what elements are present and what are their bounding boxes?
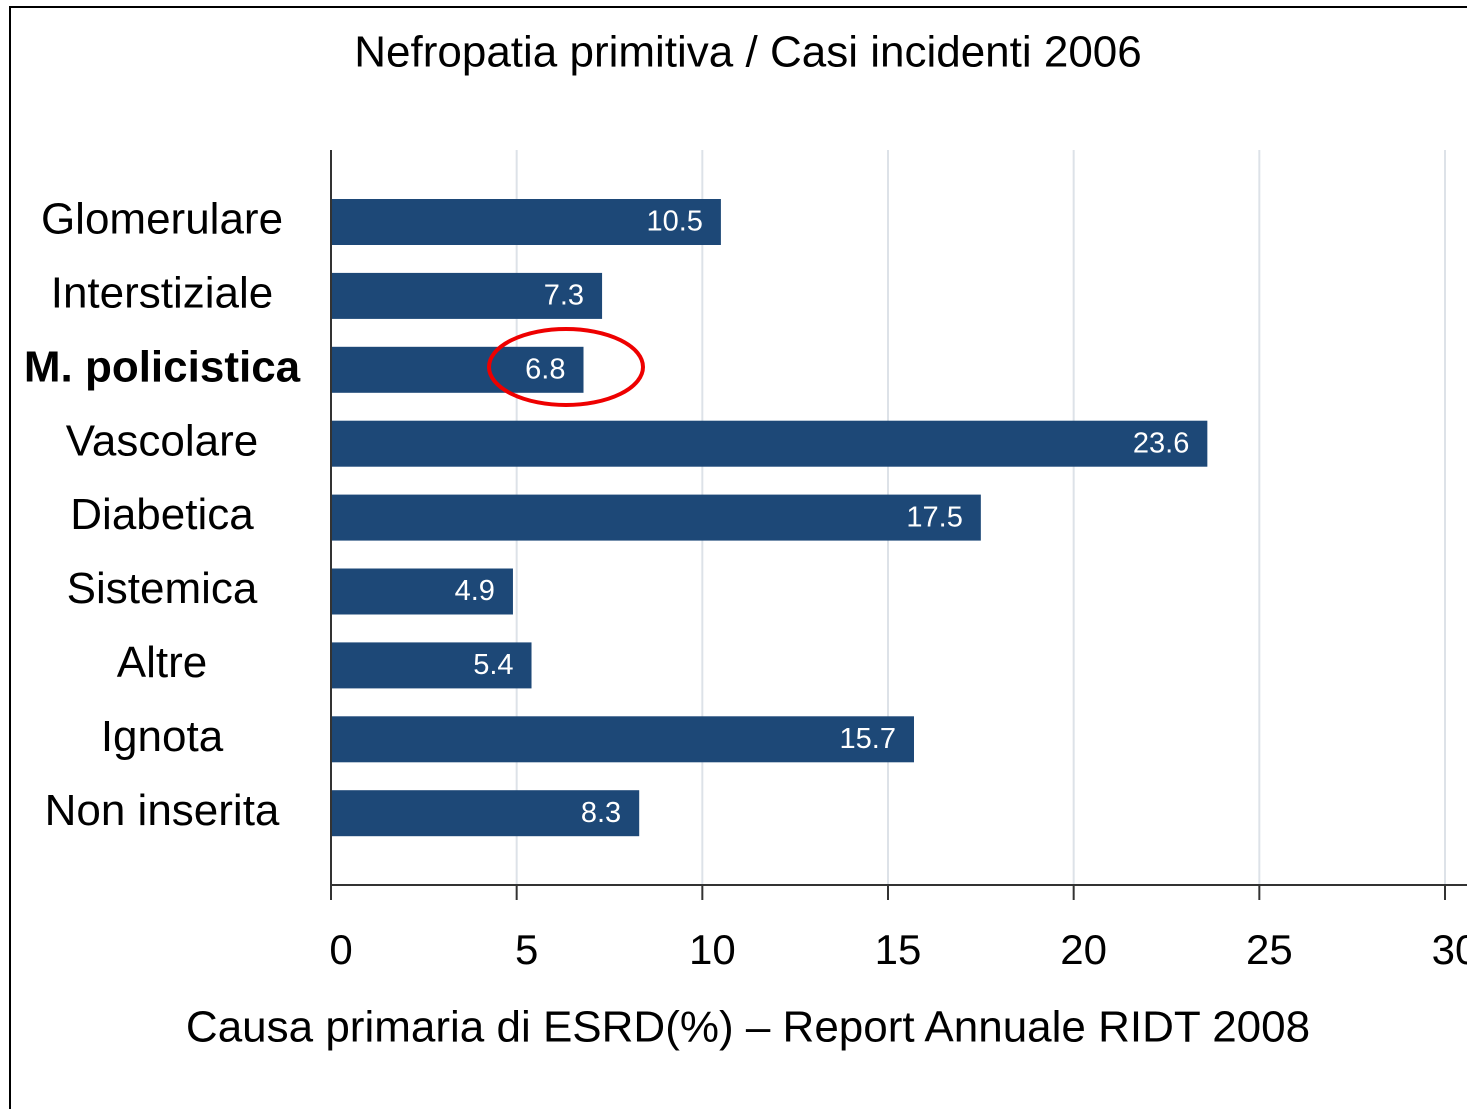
bar: [331, 790, 640, 837]
y-tick-label: Ignota: [101, 712, 224, 761]
x-tick-label: 30: [1432, 926, 1467, 973]
bar: [331, 272, 603, 319]
bars: 10.5 7.3 6.8 23.6 17.5 4.9 5.4 15.7 8.3: [331, 199, 1208, 837]
chart-title: Nefropatia primitiva / Casi incidenti 20…: [354, 28, 1142, 77]
value-label: 6.8: [525, 353, 565, 385]
y-tick-label: Interstiziale: [51, 269, 274, 318]
y-tick-label: Glomerulare: [41, 195, 283, 244]
value-label: 10.5: [646, 206, 702, 238]
bar: [331, 494, 981, 541]
x-tick-label: 5: [515, 926, 538, 973]
bar: [331, 716, 914, 763]
x-tick-label: 10: [689, 926, 736, 973]
x-tick-label: 15: [875, 926, 922, 973]
y-tick-label: Sistemica: [67, 564, 258, 613]
frame: [9, 6, 1467, 1109]
bar: [331, 346, 584, 393]
highlight-circle: [487, 327, 645, 407]
value-label: 17.5: [906, 501, 962, 533]
bar: [331, 420, 1208, 467]
y-tick-label: M. policistica: [24, 342, 301, 391]
value-label: 4.9: [455, 575, 495, 607]
y-tick-label: Non inserita: [45, 786, 280, 835]
bar: [331, 642, 532, 689]
value-label: 23.6: [1133, 427, 1189, 459]
x-tick-label: 0: [329, 926, 352, 973]
value-label: 5.4: [473, 649, 513, 681]
value-label: 7.3: [544, 280, 584, 312]
y-tick-label: Diabetica: [70, 490, 254, 539]
y-tick-label: Vascolare: [66, 416, 258, 465]
x-axis-label: Causa primaria di ESRD(%) – Report Annua…: [186, 1003, 1310, 1052]
y-tick-label: Altre: [117, 638, 207, 687]
x-tick-label: 25: [1246, 926, 1293, 973]
value-label: 8.3: [581, 797, 621, 829]
bar: [331, 568, 513, 615]
x-tick-label: 20: [1060, 926, 1107, 973]
bar: [331, 199, 721, 245]
value-label: 15.7: [840, 723, 896, 755]
